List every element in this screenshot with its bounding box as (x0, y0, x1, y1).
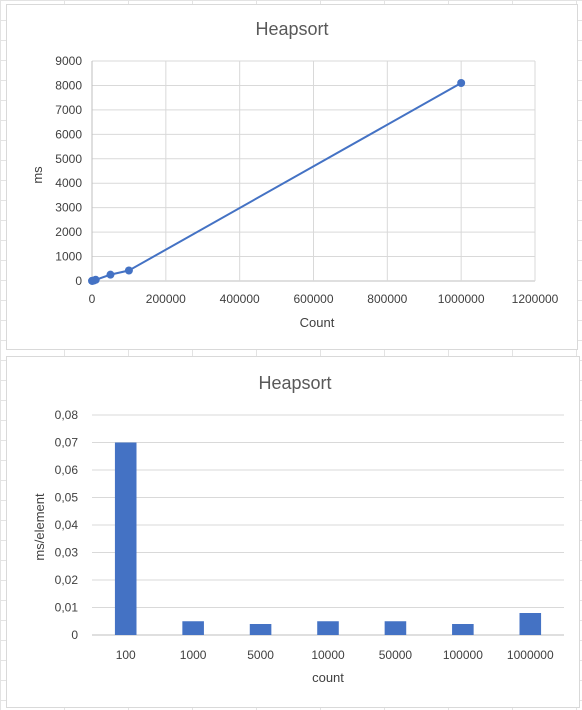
y-tick-label: 8000 (55, 78, 82, 92)
series-line (91, 82, 462, 282)
x-tick-label: 100000 (443, 648, 483, 662)
y-tick-label: 0,02 (55, 573, 79, 587)
x-tick-label: 600000 (293, 292, 333, 306)
x-axis-label: count (312, 670, 344, 685)
bar[interactable] (182, 621, 204, 635)
y-tick-label: 0,04 (55, 518, 79, 532)
data-point[interactable] (91, 275, 100, 284)
x-tick-label: 5000 (247, 648, 274, 662)
x-tick-label: 1000 (180, 648, 207, 662)
bar[interactable] (317, 621, 339, 635)
y-tick-label: 4000 (55, 176, 82, 190)
bar[interactable] (114, 442, 137, 636)
line-chart: Heapsort 0 1000 2000 3000 4000 5000 6000 7000 80… (30, 19, 559, 330)
x-tick-label: 100 (116, 648, 136, 662)
y-tick-label: 5000 (55, 152, 82, 166)
y-tick-label: 0,01 (55, 601, 79, 615)
x-tick-label: 1000000 (438, 292, 485, 306)
bar[interactable] (384, 621, 407, 635)
bar[interactable] (519, 613, 542, 635)
x-tick-label: 10000 (311, 648, 345, 662)
y-tick-label: 9000 (55, 54, 82, 68)
y-tick-label: 0,07 (55, 436, 79, 450)
y-tick-label: 0,06 (55, 463, 79, 477)
x-tick-label: 200000 (146, 292, 186, 306)
x-axis-label: Count (300, 315, 335, 330)
y-tick-label: 7000 (55, 103, 82, 117)
bar[interactable] (452, 624, 474, 635)
x-tick-label: 1200000 (512, 292, 559, 306)
bar-chart-panel[interactable]: Heapsort 0 0,01 0,02 0,03 0,04 0,05 0,06 0,07 0,… (6, 356, 580, 708)
chart-title: Heapsort (258, 373, 331, 393)
y-tick-label: 0,08 (55, 408, 79, 422)
y-tick-label: 0,03 (55, 546, 79, 560)
y-axis-label: ms/element (32, 493, 47, 561)
x-tick-label: 400000 (220, 292, 260, 306)
y-tick-label: 0 (71, 628, 78, 642)
y-axis-label: ms (30, 166, 45, 184)
y-tick-label: 0,05 (55, 491, 79, 505)
line-chart-panel[interactable]: Heapsort 0 1000 2000 3000 4000 5000 6000 7000 80… (6, 4, 578, 350)
bar-chart: Heapsort 0 0,01 0,02 0,03 0,04 0,05 0,06 0,07 0,… (32, 373, 564, 685)
data-point[interactable] (106, 270, 115, 279)
chart-title: Heapsort (255, 19, 328, 39)
x-tick-label: 1000000 (507, 648, 554, 662)
y-tick-label: 6000 (55, 127, 82, 141)
x-tick-label: 0 (89, 292, 96, 306)
x-tick-label: 50000 (379, 648, 413, 662)
data-point[interactable] (457, 79, 466, 87)
x-tick-label: 800000 (367, 292, 407, 306)
bar[interactable] (249, 624, 272, 635)
y-tick-label: 1000 (55, 250, 82, 264)
y-tick-label: 2000 (55, 225, 82, 239)
data-point[interactable] (124, 266, 133, 275)
y-tick-label: 3000 (55, 201, 82, 215)
y-tick-label: 0 (75, 274, 82, 288)
